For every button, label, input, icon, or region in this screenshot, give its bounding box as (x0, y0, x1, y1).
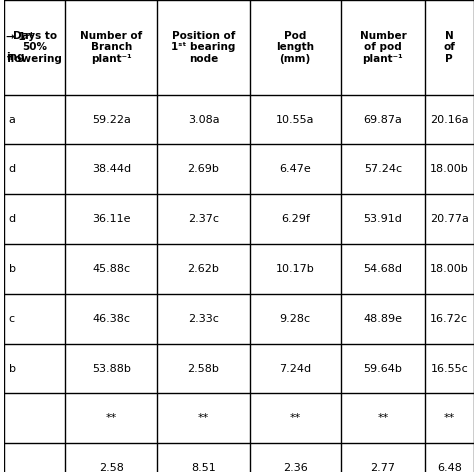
Text: a: a (9, 115, 16, 125)
Text: 6.29f: 6.29f (281, 214, 310, 224)
Text: 6.48: 6.48 (437, 463, 462, 473)
Text: 59.64b: 59.64b (364, 364, 402, 374)
Text: 7.24d: 7.24d (279, 364, 311, 374)
Text: 20.77a: 20.77a (430, 214, 469, 224)
Text: Pod
length
(mm): Pod length (mm) (276, 31, 314, 64)
Text: 16.72c: 16.72c (430, 314, 468, 324)
Text: d: d (9, 164, 16, 174)
Text: Number
of pod
plant⁻¹: Number of pod plant⁻¹ (359, 31, 406, 64)
Text: → 1ˢᵗ: → 1ˢᵗ (6, 32, 34, 42)
Text: d: d (9, 214, 16, 224)
Text: **: ** (198, 413, 209, 423)
Text: 6.47e: 6.47e (279, 164, 311, 174)
Text: 53.88b: 53.88b (92, 364, 131, 374)
Text: Position of
1ˢᵗ bearing
node: Position of 1ˢᵗ bearing node (172, 31, 236, 64)
Text: 48.89e: 48.89e (364, 314, 402, 324)
Text: 2.58: 2.58 (99, 463, 124, 473)
Text: 2.62b: 2.62b (188, 264, 219, 274)
Text: 45.88c: 45.88c (92, 264, 130, 274)
Text: 9.28c: 9.28c (280, 314, 311, 324)
Text: 2.58b: 2.58b (188, 364, 219, 374)
Text: 59.22a: 59.22a (92, 115, 131, 125)
Text: b: b (9, 264, 16, 274)
Text: 2.69b: 2.69b (188, 164, 219, 174)
Text: **: ** (377, 413, 389, 423)
Text: **: ** (290, 413, 301, 423)
Text: 2.37c: 2.37c (188, 214, 219, 224)
Text: N
of
P: N of P (443, 31, 455, 64)
Text: Number of
Branch
plant⁻¹: Number of Branch plant⁻¹ (80, 31, 143, 64)
Text: 38.44d: 38.44d (92, 164, 131, 174)
Text: 8.51: 8.51 (191, 463, 216, 473)
Text: 18.00b: 18.00b (430, 264, 469, 274)
Text: 46.38c: 46.38c (92, 314, 130, 324)
Text: 10.55a: 10.55a (276, 115, 314, 125)
Text: 36.11e: 36.11e (92, 214, 131, 224)
Text: 2.33c: 2.33c (188, 314, 219, 324)
Text: 3.08a: 3.08a (188, 115, 219, 125)
Text: **: ** (444, 413, 455, 423)
Text: b: b (9, 364, 16, 374)
Text: 69.87a: 69.87a (364, 115, 402, 125)
Text: ing: ing (6, 52, 24, 62)
Text: 10.17b: 10.17b (276, 264, 315, 274)
Text: 57.24c: 57.24c (364, 164, 402, 174)
Text: 54.68d: 54.68d (364, 264, 402, 274)
Text: 20.16a: 20.16a (430, 115, 469, 125)
Text: 16.55c: 16.55c (430, 364, 468, 374)
Text: 18.00b: 18.00b (430, 164, 469, 174)
Text: 2.36: 2.36 (283, 463, 308, 473)
Text: **: ** (106, 413, 117, 423)
Text: Days to
50%
flowering: Days to 50% flowering (7, 31, 63, 64)
Text: 53.91d: 53.91d (364, 214, 402, 224)
Text: 2.77: 2.77 (370, 463, 395, 473)
Text: c: c (9, 314, 15, 324)
